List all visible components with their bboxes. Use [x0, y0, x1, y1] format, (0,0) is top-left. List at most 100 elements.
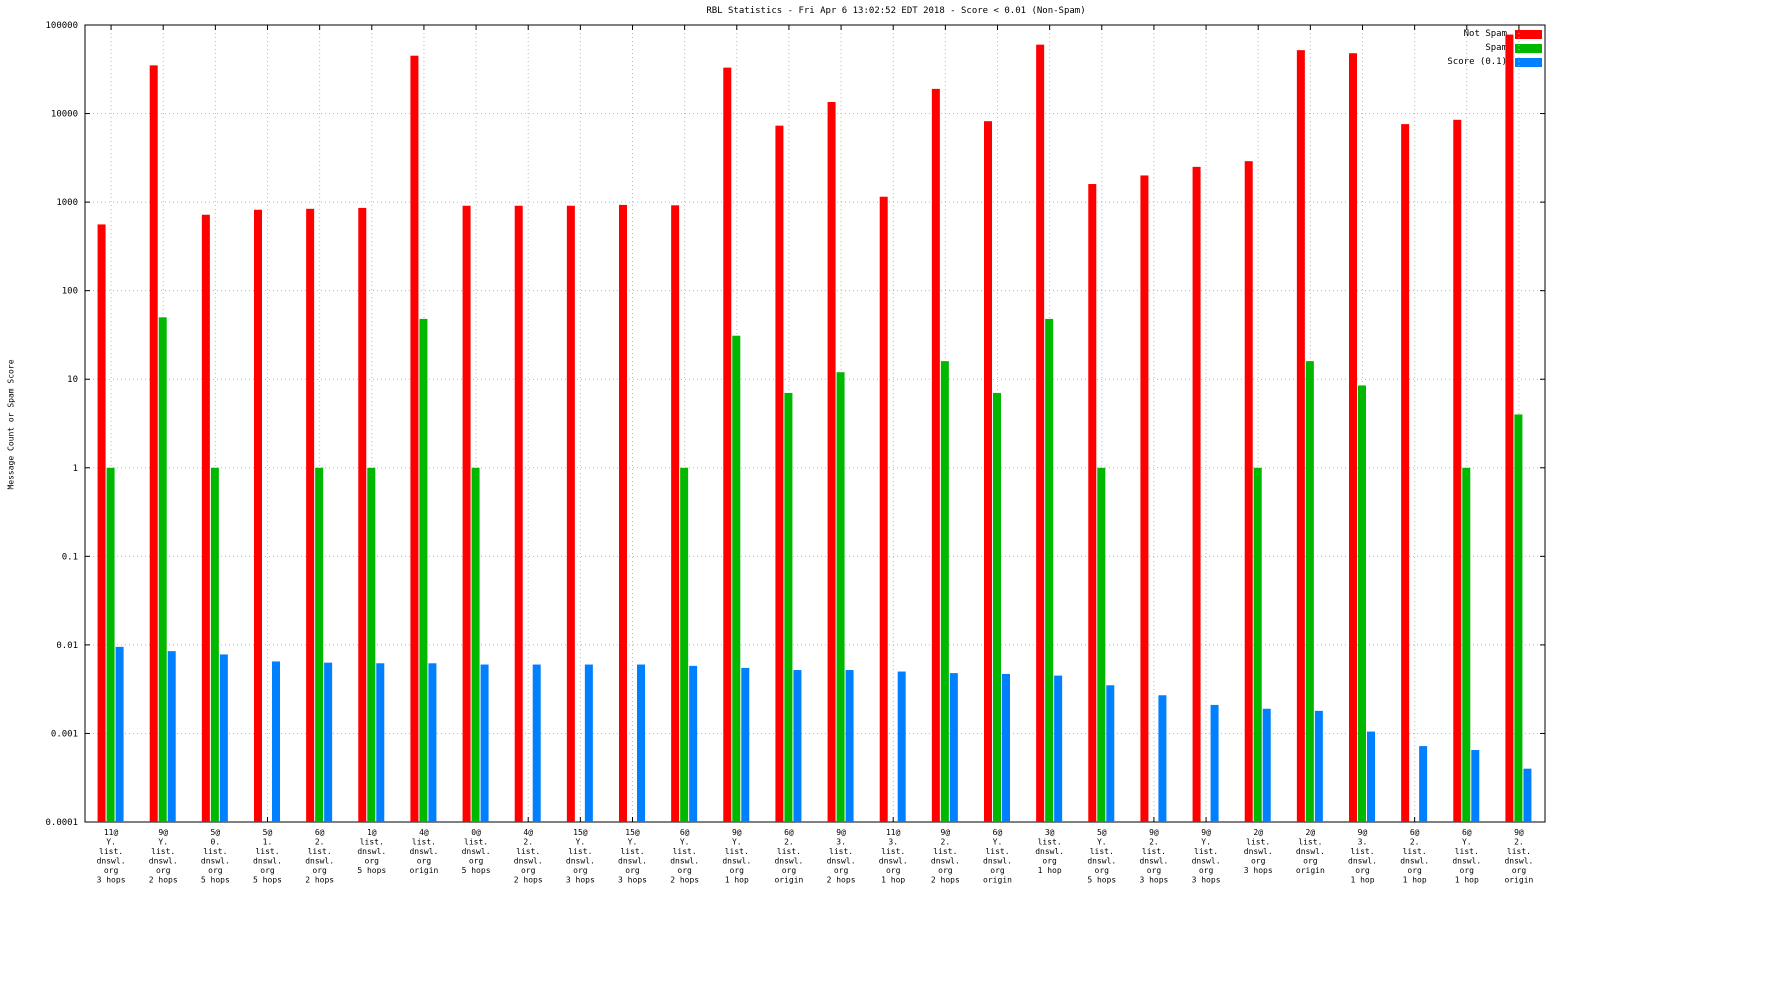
- x-tick-label: 11@: [104, 828, 119, 837]
- x-tick-label: 6@: [315, 828, 325, 837]
- y-tick-label: 0.001: [51, 729, 78, 739]
- spam-bar: [419, 318, 428, 822]
- x-tick-label: dnswl.: [774, 857, 803, 866]
- x-tick-label: 2 hops: [670, 876, 699, 885]
- x-tick-label: Y.: [628, 838, 638, 847]
- spam-bar: [680, 467, 689, 822]
- score-0-1-bar: [1314, 710, 1323, 822]
- legend-swatch-score: [1515, 57, 1542, 67]
- x-tick-label: 9@: [158, 828, 168, 837]
- spam-bar: [1462, 467, 1471, 822]
- x-tick-label: Y.: [576, 838, 586, 847]
- x-tick-label: 1 hop: [1455, 876, 1479, 885]
- x-tick-label: 2.: [315, 838, 325, 847]
- x-tick-label: dnswl.: [983, 857, 1012, 866]
- x-tick-label: org: [990, 866, 1005, 875]
- not-spam-bar: [1349, 53, 1357, 823]
- not-spam-bar: [514, 205, 523, 822]
- x-tick-label: dnswl.: [357, 847, 386, 856]
- x-tick-label: dnswl.: [1192, 857, 1221, 866]
- x-tick-label: org: [1199, 866, 1214, 875]
- x-tick-label: list.: [1142, 847, 1166, 856]
- spam-bar: [940, 361, 949, 822]
- x-tick-label: org: [1095, 866, 1110, 875]
- x-tick-label: 2 hops: [514, 876, 543, 885]
- x-tick-label: list.: [1090, 847, 1114, 856]
- x-tick-label: list.: [1194, 847, 1218, 856]
- x-tick-label: 2 hops: [827, 876, 856, 885]
- legend: Not Spam Spam Score (0.1): [1447, 27, 1542, 69]
- x-tick-label: list.: [1350, 847, 1374, 856]
- x-tick-label: dnswl.: [827, 857, 856, 866]
- x-tick-label: dnswl.: [201, 857, 230, 866]
- y-tick-label: 0.01: [56, 641, 78, 651]
- score-0-1-bar: [1523, 768, 1532, 822]
- x-tick-label: 11@: [886, 828, 901, 837]
- x-tick-label: 15@: [573, 828, 588, 837]
- x-tick-label: 3 hops: [97, 876, 126, 885]
- x-tick-label: list.: [673, 847, 697, 856]
- x-tick-label: Y.: [1097, 838, 1107, 847]
- plot-border: [84, 24, 1546, 823]
- x-tick-label: origin: [983, 876, 1012, 885]
- x-tick-label: 2 hops: [931, 876, 960, 885]
- x-tick-label: 1 hop: [881, 876, 905, 885]
- score-0-1-bar: [480, 664, 489, 822]
- score-0-1-bar: [637, 664, 645, 822]
- x-tick-label: org: [1303, 857, 1318, 866]
- x-tick-label: list.: [829, 847, 853, 856]
- x-tick-label: org: [834, 866, 849, 875]
- not-spam-bar: [1088, 184, 1097, 822]
- y-tick-label: 1: [73, 464, 78, 474]
- x-tick-label: org: [469, 857, 484, 866]
- x-tick-label: 1 hop: [1403, 876, 1427, 885]
- x-tick-label: 6@: [1410, 828, 1420, 837]
- spam-bar: [1514, 414, 1523, 822]
- x-tick-label: dnswl.: [514, 857, 543, 866]
- x-tick-label: dnswl.: [409, 847, 438, 856]
- x-tick-label: dnswl.: [1087, 857, 1116, 866]
- x-tick-label: list.: [933, 847, 957, 856]
- x-tick-label: 1 hop: [725, 876, 749, 885]
- y-tick-label: 1000: [56, 198, 78, 208]
- x-tick-label: org: [886, 866, 901, 875]
- x-tick-label: Y.: [1462, 838, 1472, 847]
- x-tick-label: 3 hops: [1244, 866, 1273, 875]
- spam-bar: [1253, 467, 1262, 822]
- x-tick-label: 5 hops: [253, 876, 282, 885]
- spam-bar: [158, 317, 167, 822]
- not-spam-bar: [201, 214, 210, 822]
- x-tick-label: 5 hops: [462, 866, 491, 875]
- not-spam-bar: [1453, 119, 1462, 822]
- x-tick-label: 1@: [367, 828, 377, 837]
- x-tick-label: dnswl.: [1296, 847, 1325, 856]
- x-tick-label: org: [1355, 866, 1370, 875]
- x-tick-label: org: [938, 866, 953, 875]
- x-tick-label: 2@: [1306, 828, 1316, 837]
- x-tick-label: org: [156, 866, 171, 875]
- not-spam-bar: [879, 196, 888, 823]
- not-spam-bar: [566, 205, 575, 822]
- x-tick-label: list.: [1246, 838, 1270, 847]
- score-0-1-bar: [1210, 704, 1219, 822]
- score-0-1-bar: [324, 662, 333, 822]
- chart-title: RBL Statistics - Fri Apr 6 13:02:52 EDT …: [706, 6, 1086, 16]
- x-tick-label: org: [1512, 866, 1527, 875]
- x-tick-label: list.: [1038, 838, 1062, 847]
- score-0-1-bar: [428, 663, 437, 822]
- spam-bar: [784, 392, 793, 822]
- legend-label-spam: Spam: [1485, 43, 1507, 53]
- not-spam-bar: [306, 208, 315, 823]
- not-spam-bar: [1296, 50, 1305, 823]
- x-tick-label: 4@: [419, 828, 429, 837]
- x-tick-label: 2.: [1149, 838, 1159, 847]
- x-tick-label: dnswl.: [1504, 857, 1533, 866]
- x-tick-label: dnswl.: [149, 857, 178, 866]
- x-tick-label: 2@: [1253, 828, 1263, 837]
- x-tick-label: Y.: [680, 838, 690, 847]
- x-tick-label: Y.: [993, 838, 1003, 847]
- x-tick-label: 5@: [263, 828, 273, 837]
- x-tick-label: 1.: [263, 838, 273, 847]
- spam-bar: [315, 467, 324, 822]
- legend-swatch-spam: [1515, 43, 1542, 53]
